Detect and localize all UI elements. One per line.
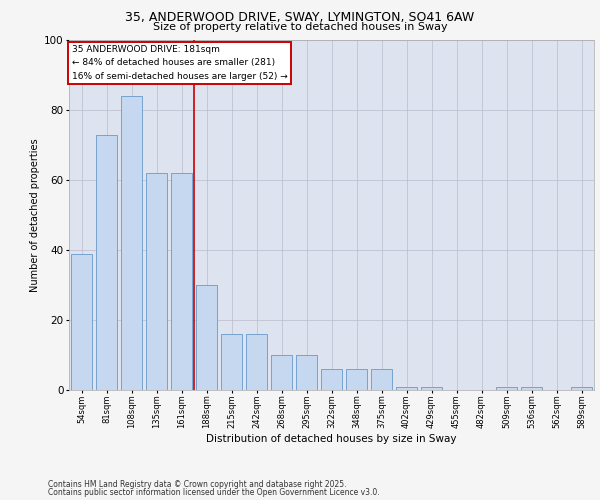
Bar bbox=[571, 386, 592, 390]
Bar bbox=[346, 369, 367, 390]
X-axis label: Distribution of detached houses by size in Sway: Distribution of detached houses by size … bbox=[206, 434, 457, 444]
Bar bbox=[296, 355, 317, 390]
Text: 35 ANDERWOOD DRIVE: 181sqm
← 84% of detached houses are smaller (281)
16% of sem: 35 ANDERWOOD DRIVE: 181sqm ← 84% of deta… bbox=[71, 46, 287, 80]
Text: Contains public sector information licensed under the Open Government Licence v3: Contains public sector information licen… bbox=[48, 488, 380, 497]
Bar bbox=[396, 386, 417, 390]
Bar bbox=[96, 134, 117, 390]
Bar bbox=[496, 386, 517, 390]
Bar bbox=[246, 334, 267, 390]
Bar bbox=[371, 369, 392, 390]
Bar bbox=[271, 355, 292, 390]
Bar bbox=[221, 334, 242, 390]
Bar bbox=[521, 386, 542, 390]
Bar bbox=[121, 96, 142, 390]
Bar bbox=[321, 369, 342, 390]
Bar bbox=[196, 285, 217, 390]
Text: Contains HM Land Registry data © Crown copyright and database right 2025.: Contains HM Land Registry data © Crown c… bbox=[48, 480, 347, 489]
Y-axis label: Number of detached properties: Number of detached properties bbox=[29, 138, 40, 292]
Bar bbox=[171, 173, 192, 390]
Bar bbox=[71, 254, 92, 390]
Text: Size of property relative to detached houses in Sway: Size of property relative to detached ho… bbox=[152, 22, 448, 32]
Text: 35, ANDERWOOD DRIVE, SWAY, LYMINGTON, SO41 6AW: 35, ANDERWOOD DRIVE, SWAY, LYMINGTON, SO… bbox=[125, 11, 475, 24]
Bar bbox=[421, 386, 442, 390]
Bar bbox=[146, 173, 167, 390]
